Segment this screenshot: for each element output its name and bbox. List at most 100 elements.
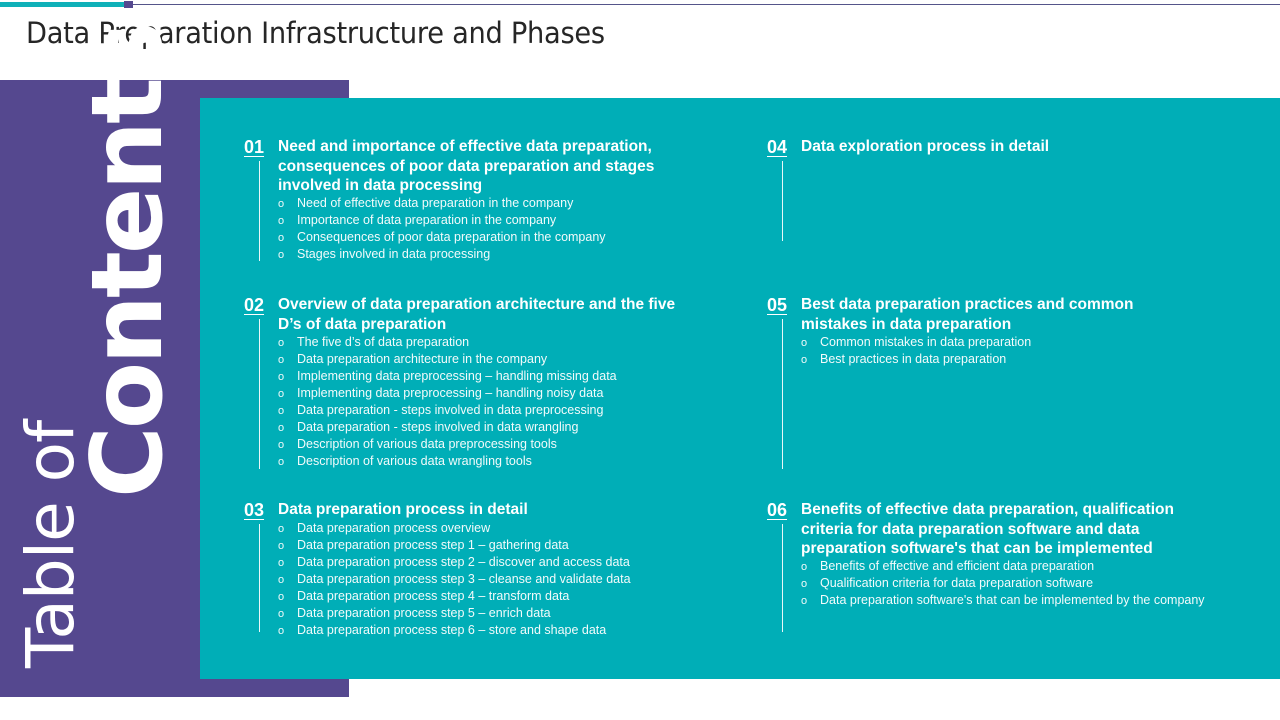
list-item-text: Description of various data preprocessin… xyxy=(297,437,557,451)
list-item: o Importance of data preparation in the c… xyxy=(278,212,606,229)
list-item: o Data preparation process overview xyxy=(278,520,631,537)
list-item: o Need of effective data preparation in t… xyxy=(278,195,606,212)
circle-bullet-icon: o xyxy=(801,578,808,590)
list-item: o Data preparation architecture in the co… xyxy=(278,351,617,368)
list-item-text: The five d’s of data preparation xyxy=(297,335,470,349)
section-title-line: D’s of data preparation xyxy=(278,315,447,333)
circle-bullet-icon: o xyxy=(278,422,285,434)
section-title-line: Data exploration process in detail xyxy=(801,138,1050,155)
list-item-text: Data preparation process overview xyxy=(297,521,491,535)
list-item: o Common mistakes in data preparation xyxy=(801,334,1031,351)
section-items: o Benefits of effective and efficient dat… xyxy=(801,558,1205,609)
section-divider-line xyxy=(782,161,783,241)
section-items: o Data preparation process overview o Data… xyxy=(278,520,631,639)
section-title: Data preparation process in detail xyxy=(278,500,528,520)
circle-bullet-icon: o xyxy=(278,249,285,261)
section-title: Need and importance of effective data pr… xyxy=(278,137,654,196)
section-number: 05 xyxy=(767,295,788,315)
section-title-line: mistakes in data preparation xyxy=(801,315,1012,333)
list-item: o Implementing data preprocessing – handl… xyxy=(278,368,617,385)
circle-bullet-icon: o xyxy=(278,198,285,210)
section-items: o The five d’s of data preparation o Data … xyxy=(278,334,617,470)
section-title-line: preparation software's that can be imple… xyxy=(801,540,1153,557)
list-item: o Description of various data preprocessi… xyxy=(278,436,617,453)
list-item: o Data preparation software's that can be… xyxy=(801,592,1205,609)
list-item: o Description of various data wrangling t… xyxy=(278,453,617,470)
top-accent-line xyxy=(0,4,1280,5)
section-divider-line xyxy=(259,524,260,632)
circle-bullet-icon: o xyxy=(278,608,285,620)
section-title-line: consequences of poor data preparation an… xyxy=(278,157,655,175)
section-title-line: involved in data processing xyxy=(278,177,483,194)
circle-bullet-icon: o xyxy=(801,337,808,349)
list-item-text: Data preparation software's that can be … xyxy=(820,593,1205,607)
section-title-line: criteria for data preparation software a… xyxy=(801,520,1140,538)
list-item-text: Common mistakes in data preparation xyxy=(820,335,1032,349)
list-item-text: Data preparation architecture in the com… xyxy=(297,352,548,366)
list-item-text: Importance of data preparation in the co… xyxy=(297,213,557,227)
list-item-text: Description of various data wrangling to… xyxy=(297,454,532,468)
toc-label-line2: Contents xyxy=(71,24,185,498)
list-item-text: Implementing data preprocessing – handli… xyxy=(297,386,604,400)
list-item-text: Qualification criteria for data preparat… xyxy=(820,576,1094,590)
list-item-text: Consequences of poor data preparation in… xyxy=(297,230,606,244)
circle-bullet-icon: o xyxy=(278,574,285,586)
section-number: 04 xyxy=(767,137,788,157)
list-item-text: Data preparation process step 1 – gather… xyxy=(297,538,569,552)
section-items: o Common mistakes in data preparation o Be… xyxy=(801,334,1031,368)
list-item-text: Data preparation process step 4 – transf… xyxy=(297,589,570,603)
circle-bullet-icon: o xyxy=(278,405,285,417)
list-item: o Best practices in data preparation xyxy=(801,351,1031,368)
section-title: Benefits of effective data preparation, … xyxy=(801,500,1174,559)
circle-bullet-icon: o xyxy=(278,523,285,535)
list-item: o Data preparation - steps involved in da… xyxy=(278,402,617,419)
list-item: o Data preparation - steps involved in da… xyxy=(278,419,617,436)
circle-bullet-icon: o xyxy=(278,557,285,569)
list-item-text: Data preparation process step 5 – enrich… xyxy=(297,606,551,620)
circle-bullet-icon: o xyxy=(278,456,285,468)
list-item: o Data preparation process step 3 – clean… xyxy=(278,571,631,588)
page-title: Data Preparation Infrastructure and Phas… xyxy=(26,16,605,50)
section-number: 06 xyxy=(767,500,788,520)
list-item: o Benefits of effective and efficient dat… xyxy=(801,558,1205,575)
circle-bullet-icon: o xyxy=(278,371,285,383)
list-item: o Data preparation process step 1 – gathe… xyxy=(278,537,631,554)
section-title: Overview of data preparation architectur… xyxy=(278,295,675,334)
section-title-line: Need and importance of effective data pr… xyxy=(278,138,652,155)
section-number: 03 xyxy=(244,500,265,520)
circle-bullet-icon: o xyxy=(278,337,285,349)
section-divider-line xyxy=(259,319,260,469)
list-item-text: Best practices in data preparation xyxy=(820,352,1007,366)
list-item-text: Data preparation process step 6 – store … xyxy=(297,623,607,637)
circle-bullet-icon: o xyxy=(278,439,285,451)
circle-bullet-icon: o xyxy=(278,232,285,244)
top-accent-teal-bar xyxy=(0,2,124,7)
list-item-text: Benefits of effective and efficient data… xyxy=(820,559,1095,573)
section-title-line: Data preparation process in detail xyxy=(278,501,528,518)
section-title-line: Overview of data preparation architectur… xyxy=(278,296,676,313)
section-items: o Need of effective data preparation in t… xyxy=(278,195,606,263)
teal-content-panel xyxy=(200,98,1280,679)
section-number: 01 xyxy=(244,137,265,157)
circle-bullet-icon: o xyxy=(278,388,285,400)
list-item: o Qualification criteria for data prepara… xyxy=(801,575,1205,592)
list-item-text: Stages involved in data processing xyxy=(297,247,491,261)
section-number: 02 xyxy=(244,295,265,315)
list-item: o Data preparation process step 4 – trans… xyxy=(278,588,631,605)
section-title-line: Benefits of effective data preparation, … xyxy=(801,501,1174,518)
list-item: o Implementing data preprocessing – handl… xyxy=(278,385,617,402)
circle-bullet-icon: o xyxy=(278,354,285,366)
section-title-line: Best data preparation practices and comm… xyxy=(801,296,1134,313)
list-item-text: Data preparation process step 3 – cleans… xyxy=(297,572,631,586)
section-divider-line xyxy=(259,161,260,261)
table-of-contents-label: Table of Contents xyxy=(12,24,185,668)
list-item: o The five d’s of data preparation xyxy=(278,334,617,351)
list-item-text: Need of effective data preparation in th… xyxy=(297,196,574,210)
list-item-text: Implementing data preprocessing – handli… xyxy=(297,369,617,383)
circle-bullet-icon: o xyxy=(801,561,808,573)
circle-bullet-icon: o xyxy=(278,215,285,227)
list-item-text: Data preparation - steps involved in dat… xyxy=(297,403,604,417)
circle-bullet-icon: o xyxy=(801,595,808,607)
list-item: o Data preparation process step 2 – disco… xyxy=(278,554,631,571)
circle-bullet-icon: o xyxy=(278,540,285,552)
